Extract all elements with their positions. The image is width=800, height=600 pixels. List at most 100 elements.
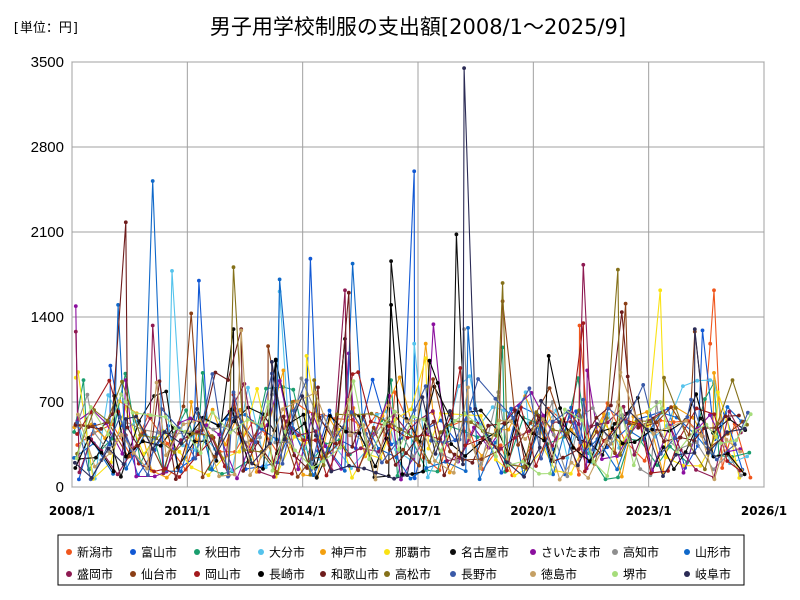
data-point: [591, 459, 596, 464]
data-point: [609, 403, 613, 408]
data-point: [565, 474, 570, 479]
data-point: [310, 465, 315, 470]
data-point: [316, 385, 320, 390]
data-point: [616, 475, 620, 480]
data-point: [267, 441, 272, 446]
data-point: [121, 462, 126, 466]
legend-item: 高知市: [612, 545, 659, 560]
data-point: [99, 450, 104, 455]
data-point: [632, 452, 637, 457]
legend-marker: [320, 549, 326, 555]
legend-label: 高知市: [623, 545, 659, 560]
data-point: [86, 436, 91, 440]
data-point: [92, 430, 97, 435]
data-point: [463, 443, 468, 448]
data-point: [574, 409, 578, 414]
data-point: [427, 358, 432, 363]
data-point: [123, 220, 128, 225]
data-point: [164, 475, 169, 480]
data-point: [257, 469, 262, 474]
data-point: [513, 408, 517, 412]
data-point: [264, 386, 268, 391]
data-point: [692, 450, 697, 455]
data-point: [248, 473, 253, 477]
data-point: [528, 421, 533, 425]
data-point: [522, 465, 526, 469]
data-point: [423, 356, 428, 361]
data-point: [703, 397, 707, 401]
legend-label: 仙台市: [141, 567, 177, 582]
legend-label: 和歌山市: [331, 567, 379, 582]
data-point: [595, 422, 599, 426]
data-point: [616, 400, 620, 404]
y-tick-label: 2800: [31, 139, 64, 156]
data-point: [594, 430, 599, 434]
data-point: [217, 474, 222, 479]
data-point: [290, 471, 294, 476]
data-point: [502, 421, 507, 426]
data-point: [466, 385, 470, 390]
data-point: [534, 410, 539, 415]
legend-item: 高松市: [384, 567, 431, 582]
data-point: [292, 408, 296, 413]
data-point: [266, 400, 270, 404]
data-point: [250, 461, 255, 466]
data-point: [509, 406, 513, 411]
data-point: [461, 462, 465, 467]
data-point: [669, 405, 673, 410]
data-point: [120, 451, 125, 456]
data-point: [625, 374, 630, 379]
data-point: [189, 311, 194, 316]
data-point: [350, 475, 354, 480]
data-point: [179, 469, 183, 474]
data-point: [605, 420, 610, 425]
data-point: [292, 434, 297, 439]
data-point: [487, 437, 492, 442]
data-point: [392, 476, 396, 481]
data-point: [132, 451, 136, 455]
data-point: [156, 430, 161, 435]
y-tick-label: 0: [56, 479, 64, 496]
unit-label: [単位：円]: [12, 20, 80, 36]
data-point: [368, 419, 373, 424]
data-point: [711, 467, 716, 472]
data-point: [314, 433, 318, 438]
x-tick-label: 2008/1: [49, 504, 95, 518]
data-point: [154, 380, 159, 385]
legend-label: 富山市: [141, 545, 177, 560]
data-point: [134, 414, 139, 419]
data-point: [261, 467, 265, 471]
data-point: [748, 412, 753, 417]
data-point: [119, 432, 124, 437]
data-point: [497, 418, 502, 423]
data-point: [508, 419, 513, 423]
data-point: [382, 421, 387, 426]
data-point: [742, 426, 747, 431]
legend-label: さいたま市: [541, 545, 601, 560]
data-point: [75, 432, 79, 436]
data-point: [73, 329, 78, 334]
data-point: [714, 457, 719, 462]
data-point: [708, 413, 712, 417]
data-point: [246, 385, 250, 390]
data-point: [162, 430, 167, 434]
data-point: [694, 392, 698, 397]
y-axis: 0 700 1400 2100 2800 3500: [31, 54, 64, 496]
data-point: [395, 474, 400, 478]
data-point: [204, 423, 209, 428]
legend-marker: [130, 549, 136, 555]
data-point: [110, 412, 115, 417]
data-point: [163, 415, 168, 419]
data-point: [479, 457, 484, 461]
data-point: [220, 472, 224, 476]
legend-marker: [612, 571, 618, 577]
data-point: [148, 413, 153, 417]
data-point: [505, 460, 509, 465]
data-point: [333, 441, 338, 446]
data-point: [245, 417, 250, 422]
data-point: [255, 387, 259, 391]
data-point: [210, 372, 215, 376]
data-point: [734, 438, 739, 443]
data-point: [478, 466, 483, 471]
data-point: [349, 410, 354, 414]
